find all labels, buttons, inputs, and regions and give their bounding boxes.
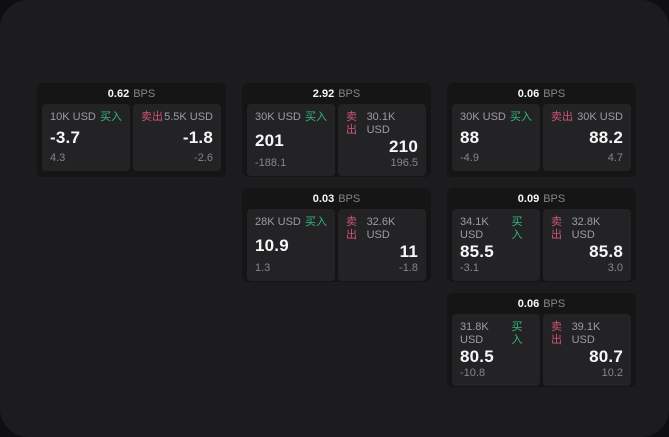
sell-quote-panel[interactable]: 卖出 39.1K USD 80.7 10.2 [543,314,631,386]
quote-card: 2.92 BPS 30K USD 买入 201 -188.1 卖出 30.1K … [242,83,431,177]
sell-side-label: 卖出 [141,111,163,123]
bps-unit-label: BPS [543,192,566,205]
sell-quote-value: 210 [389,137,418,156]
buy-amount: 34.1K USD [460,216,489,241]
sell-side-label: 卖出 [551,321,562,346]
buy-quote-panel[interactable]: 31.8K USD 买入 80.5 -10.8 [452,314,540,386]
buy-amount: 28K USD [255,216,301,228]
sell-quote-panel[interactable]: 卖出 32.6K USD 11 -1.8 [338,209,426,281]
sell-sub-value: -1.8 [399,262,418,274]
sell-sub-value: -2.6 [194,152,213,164]
buy-amount: 30K USD [255,111,301,123]
buy-side-label: 买入 [511,321,523,346]
bps-unit-label: BPS [338,87,361,100]
sell-amount: 30K USD [577,111,623,123]
buy-quote-panel[interactable]: 28K USD 买入 10.9 1.3 [247,209,335,281]
sell-sub-value: 196.5 [390,157,418,169]
sell-amount: 32.8K USD [571,216,601,241]
sell-quote-value: 85.8 [589,242,623,261]
sell-quote-panel[interactable]: 卖出 5.5K USD -1.8 -2.6 [133,104,221,171]
buy-amount: 31.8K USD [460,321,489,346]
buy-side-label: 买入 [305,216,327,228]
bps-value: 0.06 [517,87,540,100]
sell-sub-value: 3.0 [607,262,623,274]
quote-card-body: 30K USD 买入 201 -188.1 卖出 30.1K USD 210 1… [242,104,431,177]
bps-header: 0.06 BPS [447,83,636,104]
buy-sub-value: 4.3 [50,152,66,164]
quote-card: 0.09 BPS 34.1K USD 买入 85.5 -3.1 卖出 32.8K… [447,188,636,282]
buy-quote-value: 85.5 [460,242,494,261]
quote-card-body: 31.8K USD 买入 80.5 -10.8 卖出 39.1K USD 80.… [447,314,636,387]
sell-sub-value: 4.7 [607,152,623,164]
sell-sub-value: 10.2 [601,367,623,379]
quote-card: 0.03 BPS 28K USD 买入 10.9 1.3 卖出 32.6K US… [242,188,431,282]
sell-quote-value: -1.8 [182,128,213,147]
buy-quote-panel[interactable]: 30K USD 买入 201 -188.1 [247,104,335,176]
sell-quote-panel[interactable]: 卖出 30.1K USD 210 196.5 [338,104,426,176]
bps-value: 0.06 [517,297,540,310]
bps-value: 0.62 [107,87,130,100]
sell-quote-value: 80.7 [589,347,623,366]
bps-header: 0.03 BPS [242,188,431,209]
quote-card: 0.06 BPS 31.8K USD 买入 80.5 -10.8 卖出 39.1… [447,293,636,387]
sell-amount: 5.5K USD [164,111,213,123]
buy-side-label: 买入 [100,111,122,123]
sell-amount: 30.1K USD [366,111,396,136]
bps-header: 2.92 BPS [242,83,431,104]
sell-side-label: 卖出 [551,216,562,241]
buy-quote-value: 88 [460,128,480,147]
bps-unit-label: BPS [133,87,156,100]
sell-quote-panel[interactable]: 卖出 30K USD 88.2 4.7 [543,104,631,171]
bps-header: 0.06 BPS [447,293,636,314]
quote-card: 0.06 BPS 30K USD 买入 88 -4.9 卖出 30K USD [447,83,636,177]
sell-quote-panel[interactable]: 卖出 32.8K USD 85.8 3.0 [543,209,631,281]
buy-side-label: 买入 [305,111,327,123]
buy-quote-value: -3.7 [50,128,81,147]
buy-sub-value: -4.9 [460,152,479,164]
bps-header: 0.09 BPS [447,188,636,209]
buy-side-label: 买入 [511,216,523,241]
buy-side-label: 买入 [510,111,532,123]
bps-unit-label: BPS [338,192,361,205]
quote-card-body: 10K USD 买入 -3.7 4.3 卖出 5.5K USD -1.8 -2.… [37,104,226,177]
sell-quote-value: 11 [399,242,418,261]
buy-sub-value: 1.3 [255,262,271,274]
buy-quote-panel[interactable]: 34.1K USD 买入 85.5 -3.1 [452,209,540,281]
buy-quote-value: 80.5 [460,347,494,366]
quote-card-body: 30K USD 买入 88 -4.9 卖出 30K USD 88.2 4.7 [447,104,636,177]
bps-unit-label: BPS [543,297,566,310]
sell-side-label: 卖出 [346,216,357,241]
buy-sub-value: -188.1 [255,157,287,169]
sell-amount: 32.6K USD [366,216,396,241]
bps-value: 0.03 [312,192,335,205]
buy-amount: 30K USD [460,111,506,123]
quote-card: 0.62 BPS 10K USD 买入 -3.7 4.3 卖出 5.5K USD [37,83,226,177]
bps-value: 0.09 [517,192,540,205]
buy-sub-value: -3.1 [460,262,479,274]
quote-card-body: 28K USD 买入 10.9 1.3 卖出 32.6K USD 11 -1.8 [242,209,431,282]
sell-side-label: 卖出 [346,111,357,136]
buy-quote-panel[interactable]: 30K USD 买入 88 -4.9 [452,104,540,171]
buy-amount: 10K USD [50,111,96,123]
buy-sub-value: -10.8 [460,367,486,379]
sell-amount: 39.1K USD [571,321,601,346]
bps-header: 0.62 BPS [37,83,226,104]
sell-side-label: 卖出 [551,111,573,123]
bps-unit-label: BPS [543,87,566,100]
quote-card-grid: 0.62 BPS 10K USD 买入 -3.7 4.3 卖出 5.5K USD [37,83,636,387]
quote-card-body: 34.1K USD 买入 85.5 -3.1 卖出 32.8K USD 85.8… [447,209,636,282]
sell-quote-value: 88.2 [589,128,623,147]
buy-quote-panel[interactable]: 10K USD 买入 -3.7 4.3 [42,104,130,171]
bps-value: 2.92 [312,87,335,100]
buy-quote-value: 10.9 [255,235,289,255]
buy-quote-value: 201 [255,130,284,150]
